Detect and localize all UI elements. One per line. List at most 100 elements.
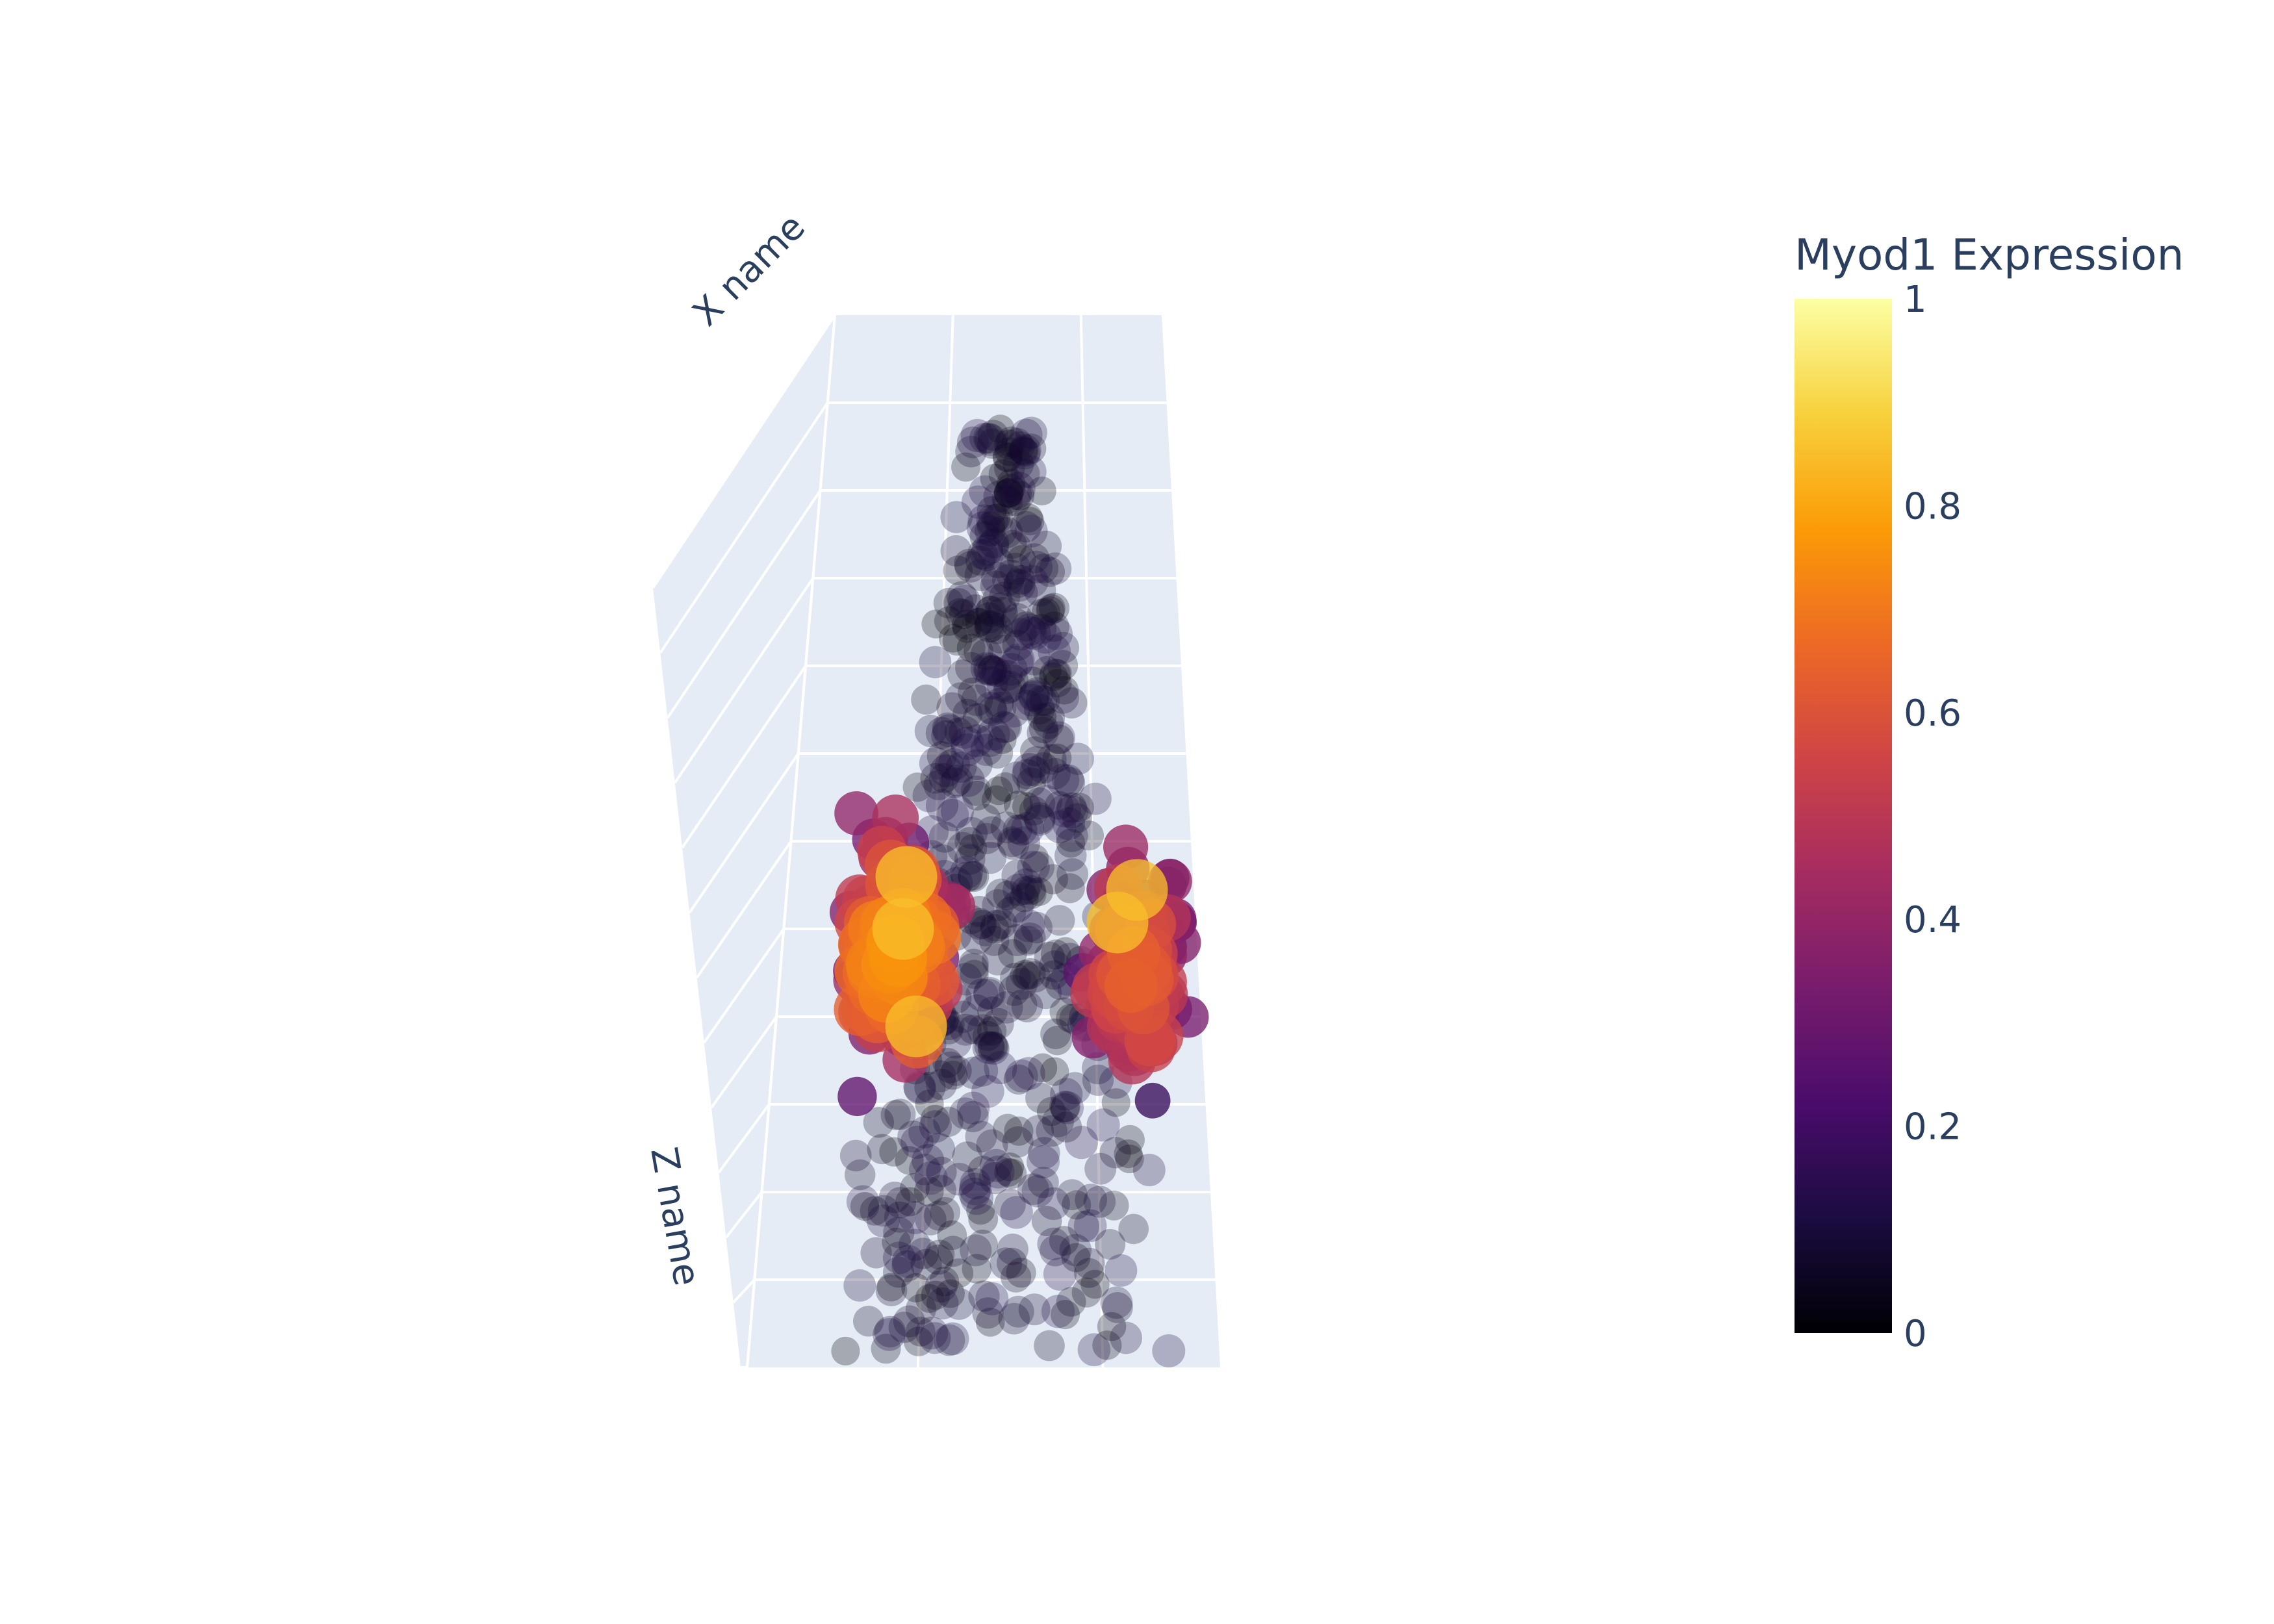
- scatter-point: [936, 1322, 969, 1356]
- scatter-point: [960, 1182, 993, 1215]
- scatter-point: [1064, 793, 1094, 822]
- scatter-point: [958, 1177, 991, 1210]
- scatter-point: [888, 1312, 920, 1343]
- scatter-point: [947, 659, 978, 690]
- scatter-point: [931, 720, 962, 751]
- scatter-point: [1015, 514, 1048, 548]
- scatter-point: [965, 978, 999, 1012]
- scatter-point: [1006, 577, 1038, 609]
- scene-grid-line: [681, 665, 807, 849]
- scatter-point: [1036, 1115, 1067, 1147]
- 3d-scene[interactable]: [652, 314, 1223, 1369]
- scatter-point: [1001, 427, 1033, 459]
- scatter-point: [997, 826, 1028, 857]
- scatter-point: [1001, 603, 1033, 635]
- scatter-point: [1106, 859, 1168, 921]
- scatter-point: [912, 1144, 945, 1177]
- scatter-point: [985, 592, 1017, 625]
- scatter-point: [899, 1228, 931, 1262]
- scatter-point: [885, 995, 947, 1058]
- scatter-point: [1038, 950, 1071, 983]
- scene-grid-line: [659, 401, 829, 654]
- scatter-point: [1099, 1137, 1131, 1169]
- scatter-point: [977, 717, 1010, 751]
- scatter-point: [1010, 437, 1039, 466]
- scatter-point: [997, 1234, 1028, 1265]
- scatter-point: [952, 698, 983, 729]
- scatter-point: [965, 545, 995, 576]
- scatter-point: [946, 581, 978, 613]
- scatter-point: [945, 682, 977, 715]
- scatter-point: [956, 426, 989, 459]
- scene-grid-line: [688, 752, 800, 914]
- scatter-point: [1029, 785, 1063, 818]
- scatter-point: [1052, 764, 1084, 796]
- scatter-point: [982, 785, 1012, 815]
- scatter-point: [871, 1334, 901, 1364]
- scatter-point: [997, 694, 1030, 728]
- scatter-point: [973, 602, 1004, 634]
- scatter-point: [980, 570, 1012, 602]
- scatter-point: [974, 1031, 1004, 1061]
- scatter-point: [1004, 618, 1037, 651]
- scatter-point: [975, 424, 1007, 456]
- scatter-point: [1003, 873, 1036, 906]
- scatter-point: [994, 1158, 1023, 1187]
- scatter-point: [1001, 859, 1034, 891]
- scatter-point: [967, 1229, 998, 1261]
- scatter-point: [925, 1239, 955, 1270]
- scatter-point: [951, 733, 984, 767]
- scatter-point: [968, 1280, 1000, 1312]
- scatter-point: [1014, 455, 1047, 488]
- scatter-point: [875, 846, 938, 908]
- scatter-point: [981, 657, 1012, 687]
- scatter-point: [901, 1126, 934, 1159]
- scatter-point: [999, 552, 1032, 585]
- scatter-point: [985, 623, 1016, 654]
- scatter-point: [943, 1288, 975, 1320]
- scatter-points: [829, 414, 1209, 1367]
- scatter-point: [923, 770, 954, 800]
- scatter-point: [943, 1258, 974, 1288]
- scatter-point: [973, 653, 1004, 685]
- scatter-point: [1001, 924, 1033, 956]
- scatter-point: [1049, 997, 1079, 1026]
- scatter-point: [1001, 1262, 1032, 1293]
- scatter-point: [1097, 1312, 1127, 1341]
- scatter-point: [1152, 1334, 1186, 1367]
- scatter-point: [1013, 926, 1043, 956]
- scatter-point: [1050, 1093, 1080, 1123]
- scatter-point: [1022, 1115, 1054, 1147]
- scatter-point: [873, 1318, 906, 1351]
- scatter-point: [961, 485, 995, 519]
- scatter-point: [1050, 676, 1079, 705]
- colorbar-tick-label: 0.4: [1904, 899, 1961, 941]
- scatter-point: [1002, 629, 1034, 661]
- scatter-point: [933, 1324, 965, 1356]
- scatter-point: [949, 599, 979, 629]
- scatter-point: [975, 1308, 1005, 1337]
- scatter-point: [998, 529, 1027, 559]
- scatter-point: [962, 780, 992, 811]
- scatter-point: [1039, 960, 1069, 990]
- scatter-point: [1029, 976, 1062, 1009]
- scatter-point: [969, 915, 1001, 946]
- scatter-point: [1042, 659, 1072, 689]
- scatter-point: [1026, 685, 1057, 717]
- scatter-point: [942, 626, 973, 656]
- scatter-point: [967, 1156, 998, 1186]
- scatter-point: [915, 1316, 949, 1350]
- scatter-point: [1006, 565, 1036, 595]
- scatter-point: [971, 534, 1003, 566]
- scatter-point: [980, 914, 1010, 944]
- scatter-point: [974, 612, 1005, 643]
- scatter-point: [1049, 1091, 1080, 1123]
- scatter-point: [1012, 792, 1041, 821]
- scatter-point: [995, 426, 1027, 458]
- scatter-point: [986, 908, 1017, 939]
- scatter-point: [960, 1234, 992, 1267]
- scatter-point: [941, 764, 973, 796]
- scatter-point: [940, 501, 973, 533]
- scatter-point: [928, 763, 959, 793]
- scatter-point: [958, 834, 988, 863]
